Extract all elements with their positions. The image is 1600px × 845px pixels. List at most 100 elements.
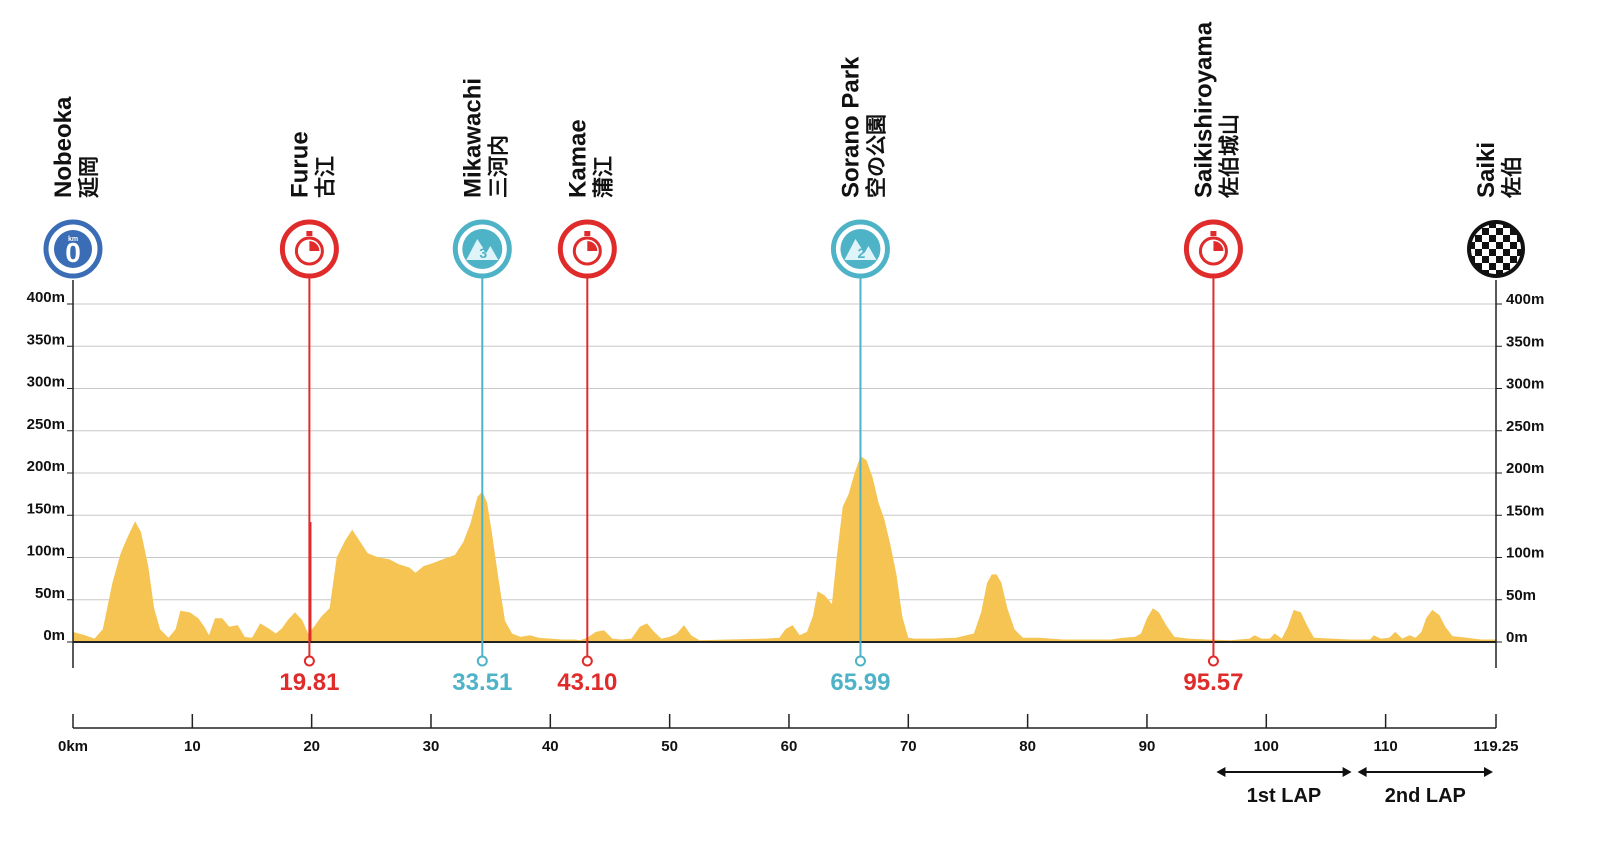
y-tick-label-left: 150m bbox=[27, 500, 65, 517]
checker-square bbox=[1482, 256, 1489, 263]
y-tick-label-left: 50m bbox=[35, 585, 65, 602]
y-tick-label-left: 200m bbox=[27, 458, 65, 475]
place-name-en: Furue bbox=[286, 131, 313, 198]
checker-square bbox=[1510, 235, 1517, 242]
marker-sprint: 43.10 Kamae 蒲江 bbox=[557, 119, 617, 696]
y-tick-label-left: 250m bbox=[27, 416, 65, 433]
checker-square bbox=[1496, 235, 1503, 242]
checker-square bbox=[1510, 249, 1517, 256]
place-name-en: Kamae bbox=[564, 119, 591, 198]
elevation-area bbox=[73, 456, 1496, 642]
start-badge-unit: km bbox=[68, 236, 78, 243]
x-tick-label: 119.25 bbox=[1473, 738, 1518, 755]
checker-square bbox=[1517, 270, 1521, 274]
lap-arrow-left-icon bbox=[1357, 767, 1367, 777]
x-tick-label: 60 bbox=[781, 738, 798, 755]
y-tick-label-left: 100m bbox=[27, 543, 65, 560]
checker-square bbox=[1489, 263, 1496, 270]
checker-square bbox=[1489, 235, 1496, 242]
y-tick-label-left: 400m bbox=[27, 289, 65, 306]
x-tick-label: 80 bbox=[1019, 738, 1036, 755]
marker-km-label: 19.81 bbox=[279, 669, 339, 696]
stopwatch-crown bbox=[306, 231, 313, 236]
y-tick-label-right: 0m bbox=[1506, 629, 1528, 646]
marker-km-label: 65.99 bbox=[830, 669, 890, 696]
checker-square bbox=[1482, 235, 1489, 242]
place-name-en: Saiki bbox=[1473, 142, 1500, 198]
x-tick-label: 10 bbox=[184, 738, 201, 755]
checker-square bbox=[1517, 224, 1521, 228]
checker-square bbox=[1489, 270, 1496, 274]
y-tick-label-right: 50m bbox=[1506, 587, 1536, 604]
x-tick-label: 50 bbox=[661, 738, 678, 755]
checker-square bbox=[1510, 228, 1517, 235]
checker-square bbox=[1482, 249, 1489, 256]
checker-square bbox=[1496, 263, 1503, 270]
checker-square bbox=[1496, 270, 1503, 274]
marker-dot bbox=[854, 655, 866, 667]
checker-square bbox=[1517, 249, 1521, 256]
marker-km-label: 33.51 bbox=[452, 669, 512, 696]
marker-km-label: 95.57 bbox=[1183, 669, 1243, 696]
checker-square bbox=[1475, 228, 1482, 235]
x-tick-label: 70 bbox=[900, 738, 917, 755]
checker-square bbox=[1510, 242, 1517, 249]
place-name-en: Saikishiroyama bbox=[1190, 21, 1217, 198]
x-tick-label: 30 bbox=[423, 738, 440, 755]
marker-dot bbox=[476, 655, 488, 667]
marker-km-label: 43.10 bbox=[557, 669, 617, 696]
place-name-en: Nobeoka bbox=[50, 96, 77, 198]
place-name-jp: 佐伯 bbox=[1500, 156, 1524, 199]
checker-square bbox=[1510, 256, 1517, 263]
checker-square bbox=[1482, 263, 1489, 270]
y-tick-label-right: 100m bbox=[1506, 545, 1544, 562]
lap-range: 2nd LAP bbox=[1357, 767, 1493, 807]
marker-start: Nobeoka 延岡 km0 bbox=[43, 96, 103, 279]
checker-square bbox=[1496, 224, 1503, 228]
place-name-jp: 延岡 bbox=[78, 156, 101, 199]
checker-square bbox=[1496, 249, 1503, 256]
stopwatch-crown bbox=[584, 231, 591, 236]
marker-layer: Nobeoka 延岡 km0 19.81 Furue 古江 33.51 Mikawachi 三河… bbox=[43, 21, 1525, 696]
checker-square bbox=[1503, 242, 1510, 249]
lap-range: 1st LAP bbox=[1216, 767, 1352, 807]
marker-sprint: 19.81 Furue 古江 bbox=[279, 131, 339, 696]
checker-square bbox=[1482, 242, 1489, 249]
checker-square bbox=[1496, 242, 1503, 249]
checker-square bbox=[1475, 263, 1482, 270]
stopwatch-hand bbox=[587, 241, 598, 251]
lap-arrow-left-icon bbox=[1216, 767, 1226, 777]
lap-label: 2nd LAP bbox=[1385, 785, 1466, 807]
lap-arrow-right-icon bbox=[1342, 767, 1352, 777]
x-tick-label: 100 bbox=[1254, 738, 1279, 755]
y-tick-label-right: 200m bbox=[1506, 460, 1544, 477]
mountain-shape bbox=[466, 239, 499, 260]
checker-square bbox=[1471, 270, 1475, 274]
marker-dot bbox=[303, 655, 315, 667]
checker-square bbox=[1489, 249, 1496, 256]
checker-square bbox=[1489, 228, 1496, 235]
checker-square bbox=[1496, 256, 1503, 263]
marker-finish: Saiki 佐伯 bbox=[1467, 142, 1525, 278]
place-name-en: Sorano Park bbox=[837, 56, 864, 198]
stopwatch-hand bbox=[309, 241, 320, 251]
checker-square bbox=[1475, 256, 1482, 263]
checker-square bbox=[1517, 242, 1521, 249]
axis-layer: 0m 0m 50m 50m 100m 100m 150m 150m 200m 200m 250m 25… bbox=[27, 280, 1544, 755]
checker-square bbox=[1503, 228, 1510, 235]
checker-square bbox=[1503, 256, 1510, 263]
y-tick-label-right: 150m bbox=[1506, 502, 1544, 519]
x-tick-label: 90 bbox=[1139, 738, 1156, 755]
checker-square bbox=[1471, 224, 1475, 228]
place-name-jp: 空の公園 bbox=[864, 114, 888, 198]
marker-dot bbox=[1207, 655, 1219, 667]
start-badge-fill bbox=[54, 230, 92, 268]
lap-layer: 1st LAP 2nd LAP bbox=[1216, 767, 1493, 807]
stopwatch-hand bbox=[1213, 241, 1224, 251]
x-tick-label: 0km bbox=[58, 738, 88, 755]
checker-square bbox=[1475, 242, 1482, 249]
profile-layer bbox=[73, 456, 1496, 642]
marker-kom: 65.99 Sorano Park 空の公園 2 bbox=[830, 56, 890, 696]
